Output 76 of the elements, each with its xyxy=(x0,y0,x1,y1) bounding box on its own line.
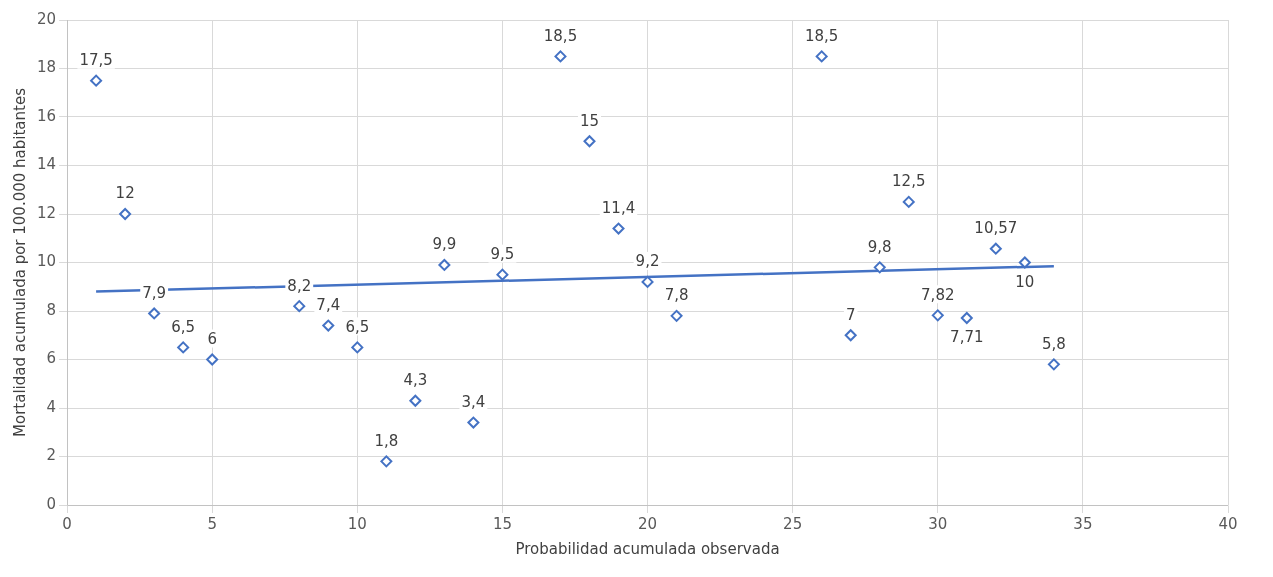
data-label: 7,4 xyxy=(316,295,341,314)
point xyxy=(612,222,625,235)
y-tick-label: 12 xyxy=(36,203,57,222)
data-label: 18,5 xyxy=(543,26,578,45)
y-tick-label: 8 xyxy=(46,300,57,319)
point xyxy=(380,455,393,468)
point xyxy=(670,309,683,322)
data-label: 7 xyxy=(845,305,856,324)
point xyxy=(467,416,480,429)
x-tick-label: 25 xyxy=(783,514,803,533)
x-tick-label: 30 xyxy=(928,514,948,533)
y-tick-label: 10 xyxy=(36,252,57,271)
point xyxy=(873,261,886,274)
data-label: 7,82 xyxy=(921,285,955,304)
data-label: 6,5 xyxy=(171,317,196,336)
point xyxy=(206,353,219,366)
x-tick-label: 0 xyxy=(62,514,72,533)
point xyxy=(1018,256,1031,269)
point xyxy=(351,341,364,354)
point xyxy=(119,208,132,220)
point xyxy=(554,50,567,63)
data-label: 8,2 xyxy=(287,276,312,295)
point xyxy=(989,242,1002,255)
data-label: 7,8 xyxy=(664,286,689,305)
point xyxy=(177,341,190,354)
data-label: 11,4 xyxy=(601,198,636,217)
point xyxy=(641,275,654,288)
point xyxy=(815,50,828,63)
data-label: 5,8 xyxy=(1041,334,1066,353)
data-label: 10,57 xyxy=(974,219,1018,238)
data-label: 1,8 xyxy=(374,431,399,450)
y-tick-label: 6 xyxy=(46,349,57,368)
point xyxy=(496,268,509,281)
point xyxy=(438,258,451,271)
data-label: 9,9 xyxy=(432,235,457,254)
x-tick-label: 40 xyxy=(1218,514,1238,533)
point xyxy=(90,74,103,87)
data-label: 7,9 xyxy=(142,283,167,302)
data-label: 3,4 xyxy=(461,392,486,411)
x-tick-label: 10 xyxy=(347,514,367,533)
point xyxy=(1047,358,1060,371)
x-tick-label: 20 xyxy=(638,514,658,533)
y-tick-label: 0 xyxy=(46,494,57,513)
point xyxy=(931,309,944,322)
x-tick-label: 35 xyxy=(1073,514,1093,533)
data-label: 9,8 xyxy=(867,237,892,256)
data-label: 12 xyxy=(115,184,135,203)
data-label: 15 xyxy=(579,111,600,130)
y-tick-label: 14 xyxy=(36,155,57,174)
x-tick-label: 15 xyxy=(492,514,512,533)
point xyxy=(844,329,857,342)
y-tick-label: 4 xyxy=(46,397,57,416)
point xyxy=(583,135,596,148)
data-label: 9,5 xyxy=(490,245,515,264)
data-label: 18,5 xyxy=(804,26,839,45)
data-label: 17,5 xyxy=(79,51,113,70)
x-axis-title: Probabilidad acumulada observada xyxy=(515,539,780,558)
data-label: 9,2 xyxy=(635,252,660,271)
y-tick-label: 18 xyxy=(36,58,57,77)
y-axis-title: Mortalidad acumulada por 100.000 habitantes xyxy=(10,87,29,437)
x-tick-label: 5 xyxy=(207,514,217,533)
data-label: 10 xyxy=(1015,272,1035,291)
y-tick-label: 2 xyxy=(46,446,57,465)
point xyxy=(293,300,306,313)
data-label: 7,71 xyxy=(950,328,984,347)
data-label: 6,5 xyxy=(345,317,370,336)
point xyxy=(322,319,335,332)
data-label: 12,5 xyxy=(892,172,926,191)
point xyxy=(148,307,161,320)
data-label: 6 xyxy=(207,329,217,348)
point xyxy=(409,394,422,407)
y-tick-label: 20 xyxy=(36,9,57,28)
point xyxy=(902,195,915,208)
point xyxy=(960,312,973,325)
y-tick-label: 16 xyxy=(36,106,57,125)
data-label: 4,3 xyxy=(403,371,428,390)
